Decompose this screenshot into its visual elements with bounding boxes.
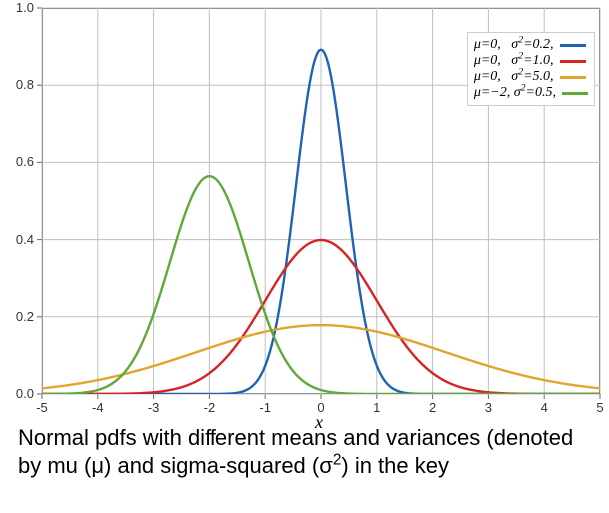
y-tick-label: 0.6 (16, 154, 34, 169)
x-tick-label: 0 (311, 400, 331, 415)
legend-label: μ=−2, σ2=0.5, (474, 85, 556, 101)
x-tick-label: -5 (32, 400, 52, 415)
x-tick-label: 4 (534, 400, 554, 415)
figure-root: μ=0, σ2=0.2,μ=0, σ2=1.0,μ=0, σ2=5.0,μ=−2… (0, 0, 609, 513)
x-tick-label: -2 (199, 400, 219, 415)
legend-swatch (560, 76, 586, 79)
y-tick-label: 0.2 (16, 309, 34, 324)
legend: μ=0, σ2=0.2,μ=0, σ2=1.0,μ=0, σ2=5.0,μ=−2… (467, 32, 595, 106)
y-tick-label: 0.0 (16, 386, 34, 401)
x-tick-label: 1 (367, 400, 387, 415)
x-tick-label: 3 (478, 400, 498, 415)
legend-swatch (560, 60, 586, 63)
x-tick-label: -1 (255, 400, 275, 415)
legend-swatch (560, 44, 586, 47)
y-tick-label: 0.8 (16, 77, 34, 92)
y-tick-label: 1.0 (16, 0, 34, 15)
legend-label: μ=0, σ2=5.0, (474, 69, 554, 85)
x-tick-label: -4 (88, 400, 108, 415)
series-line (42, 176, 600, 394)
legend-label: μ=0, σ2=1.0, (474, 53, 554, 69)
y-tick-label: 0.4 (16, 232, 34, 247)
legend-swatch (562, 92, 588, 95)
legend-item: μ=−2, σ2=0.5, (474, 85, 588, 101)
x-tick-label: 5 (590, 400, 609, 415)
caption: Normal pdfs with different means and var… (18, 424, 578, 479)
x-tick-label: -3 (144, 400, 164, 415)
legend-item: μ=0, σ2=0.2, (474, 37, 588, 53)
x-tick-label: 2 (423, 400, 443, 415)
series-line (42, 325, 600, 388)
legend-item: μ=0, σ2=5.0, (474, 69, 588, 85)
legend-item: μ=0, σ2=1.0, (474, 53, 588, 69)
legend-label: μ=0, σ2=0.2, (474, 37, 554, 53)
